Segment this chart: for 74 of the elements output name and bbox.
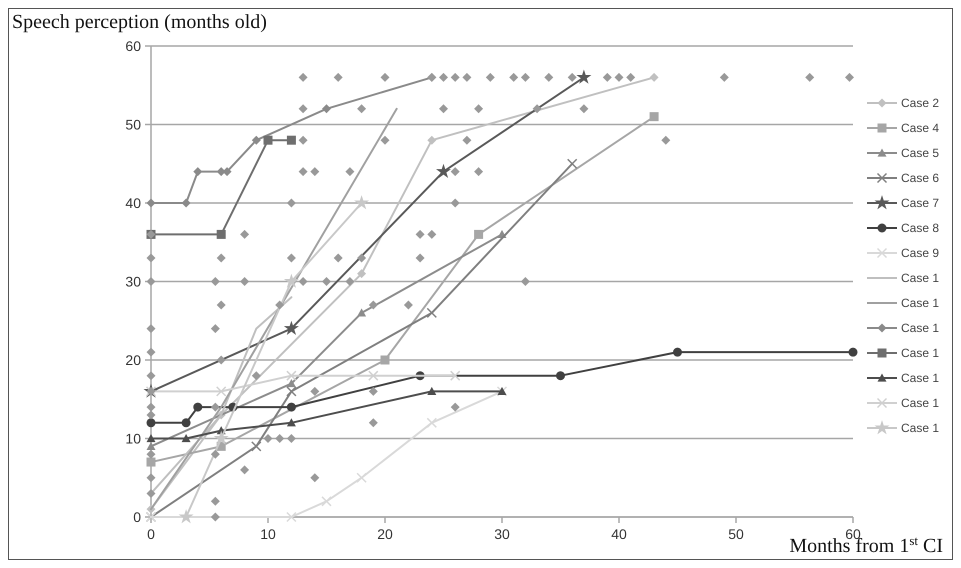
point <box>556 371 565 380</box>
point <box>178 509 194 524</box>
y-tick-label: 20 <box>125 352 142 368</box>
point <box>848 348 858 357</box>
legend-label: Case 1 <box>901 321 940 336</box>
point <box>146 418 156 428</box>
y-tick-label: 40 <box>125 194 142 211</box>
point <box>368 370 379 381</box>
point <box>214 430 229 445</box>
legend-label: Case 7 <box>901 196 940 210</box>
point <box>576 70 592 84</box>
point <box>380 356 390 364</box>
legend-label: Case 2 <box>901 96 940 110</box>
legend-label: Case 1 <box>901 296 940 310</box>
point <box>322 104 331 114</box>
point <box>182 198 191 208</box>
point <box>321 496 332 507</box>
legend-label: Case 1 <box>901 396 940 410</box>
legend-label: Case 6 <box>901 171 940 186</box>
point <box>427 386 436 395</box>
point <box>286 512 297 522</box>
point <box>450 370 460 381</box>
point <box>193 167 202 176</box>
legend-label: Case 4 <box>901 121 940 136</box>
x-tick-label: 0 <box>147 526 156 542</box>
point <box>286 136 296 145</box>
y-tick-label: 60 <box>125 38 142 54</box>
legend-label: Case 5 <box>901 146 940 160</box>
point <box>354 195 370 210</box>
point <box>182 418 191 428</box>
legend-label: Case 1 <box>901 271 940 286</box>
point <box>284 274 299 288</box>
point <box>146 442 156 450</box>
x-tick-label: 30 <box>494 526 510 542</box>
point <box>284 320 299 335</box>
point <box>146 458 156 467</box>
y-tick-label: 0 <box>133 508 142 525</box>
point <box>356 472 367 483</box>
point <box>286 370 297 381</box>
x-tick-label: 10 <box>260 526 276 542</box>
point <box>182 434 191 442</box>
point <box>264 136 272 145</box>
point <box>286 418 296 426</box>
point <box>216 386 226 397</box>
point <box>426 418 438 428</box>
point <box>427 136 436 145</box>
x-tick-label: 50 <box>728 526 744 542</box>
x-tick-label: 20 <box>377 526 393 542</box>
point <box>650 112 659 122</box>
point <box>650 72 659 82</box>
point <box>252 136 261 145</box>
point <box>216 230 226 239</box>
point <box>436 164 452 178</box>
point <box>357 269 366 278</box>
y-axis-title: Speech perception (months old) <box>12 11 267 33</box>
y-tick-label: 10 <box>125 430 142 446</box>
legend-label: Case 1 <box>901 421 940 436</box>
legend-label: Case 9 <box>901 246 940 260</box>
legend-label: Case 1 <box>901 346 940 360</box>
y-tick-label: 30 <box>125 273 142 290</box>
point <box>286 379 296 388</box>
point <box>193 402 202 412</box>
point <box>474 230 484 239</box>
legend-label: Case 8 <box>901 221 940 236</box>
point <box>251 441 262 452</box>
legend-label: Case 1 <box>901 371 940 386</box>
y-tick-label: 50 <box>125 116 142 132</box>
point <box>426 308 438 318</box>
point <box>673 348 682 357</box>
point <box>566 158 578 169</box>
x-tick-label: 40 <box>611 526 627 542</box>
point <box>286 402 296 412</box>
point <box>286 386 297 397</box>
point <box>357 308 366 316</box>
